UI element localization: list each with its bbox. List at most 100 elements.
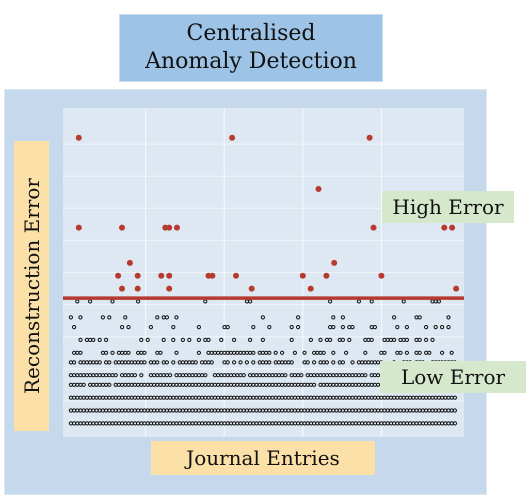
normal-point	[289, 360, 294, 365]
anomaly-point	[248, 285, 255, 292]
anomaly-point	[209, 272, 216, 279]
normal-point	[427, 350, 432, 355]
normal-point	[203, 299, 208, 304]
normal-point	[404, 337, 409, 342]
anomaly-point	[307, 285, 314, 292]
normal-point	[158, 350, 163, 355]
normal-point	[72, 325, 77, 330]
normal-point	[273, 350, 278, 355]
normal-point	[164, 315, 170, 320]
normal-point	[219, 337, 224, 342]
normal-point	[139, 373, 144, 378]
normal-point	[340, 360, 345, 365]
normal-point	[123, 315, 128, 320]
normal-point	[244, 360, 249, 365]
normal-point	[296, 315, 301, 320]
normal-point	[401, 299, 406, 304]
normal-point	[180, 337, 186, 342]
normal-point	[350, 325, 355, 330]
normal-point	[356, 299, 361, 304]
title-line-2: Anomaly Detection	[145, 49, 357, 74]
normal-point	[308, 337, 313, 342]
normal-point	[331, 360, 336, 365]
normal-point	[398, 350, 403, 355]
high-error-tag: High Error	[382, 191, 514, 223]
normal-point	[424, 337, 429, 342]
normal-point	[267, 325, 272, 330]
anomaly-point	[323, 272, 330, 279]
normal-point	[452, 408, 457, 413]
normal-point	[171, 360, 176, 365]
normal-point	[104, 350, 109, 355]
normal-point	[126, 350, 131, 355]
anomaly-point	[158, 272, 165, 279]
anomaly-point	[166, 272, 173, 279]
normal-point	[340, 325, 345, 330]
normal-point	[417, 350, 422, 355]
normal-point	[363, 373, 368, 378]
normal-point	[424, 325, 429, 330]
normal-point	[299, 373, 304, 378]
anomaly-point	[233, 272, 239, 279]
normal-point	[203, 373, 208, 378]
normal-point	[260, 337, 265, 342]
anomaly-point	[366, 134, 373, 141]
normal-point	[75, 299, 80, 304]
normal-point	[417, 337, 422, 342]
normal-point	[404, 325, 409, 330]
anomaly-point	[378, 272, 385, 279]
normal-point	[344, 350, 349, 355]
normal-point	[417, 315, 422, 320]
normal-point	[283, 373, 288, 378]
normal-point	[196, 350, 201, 355]
normal-point	[292, 350, 297, 355]
anomaly-point	[315, 186, 322, 192]
normal-point	[107, 315, 112, 320]
x-axis-label-box: Journal Entries	[151, 441, 375, 475]
normal-point	[238, 360, 243, 365]
normal-point	[350, 360, 355, 365]
normal-point	[296, 325, 301, 330]
anomaly-point	[299, 272, 306, 279]
normal-point	[260, 315, 265, 320]
anomaly-point	[115, 272, 122, 279]
normal-point	[132, 373, 138, 378]
normal-point	[302, 350, 307, 355]
plot-area	[63, 108, 464, 437]
normal-point	[340, 315, 345, 320]
anomaly-point	[449, 224, 456, 231]
normal-point	[142, 360, 147, 365]
anomaly-point	[119, 285, 125, 292]
normal-point	[164, 360, 170, 365]
normal-point	[241, 373, 246, 378]
anomaly-point	[331, 259, 338, 266]
normal-point	[232, 360, 237, 365]
normal-point	[328, 299, 333, 304]
normal-point	[331, 350, 336, 355]
normal-point	[347, 337, 352, 342]
normal-point	[248, 299, 253, 304]
normal-point	[449, 350, 454, 355]
normal-point	[324, 360, 329, 365]
x-axis-label: Journal Entries	[186, 446, 340, 470]
low-error-label: Low Error	[400, 365, 506, 389]
normal-point	[318, 337, 323, 342]
normal-point	[107, 360, 112, 365]
normal-point	[251, 350, 256, 355]
normal-point	[251, 360, 256, 365]
normal-point	[312, 360, 317, 365]
normal-point	[440, 350, 445, 355]
normal-point	[107, 382, 112, 387]
anomaly-point	[453, 285, 460, 292]
normal-point	[209, 360, 214, 365]
normal-point	[100, 315, 106, 320]
normal-point	[369, 337, 374, 342]
normal-point	[446, 315, 451, 320]
normal-point	[404, 350, 409, 355]
normal-point	[321, 350, 326, 355]
normal-point	[97, 360, 102, 365]
normal-point	[395, 325, 400, 330]
normal-point	[171, 325, 176, 330]
normal-point	[120, 325, 125, 330]
normal-point	[126, 325, 131, 330]
